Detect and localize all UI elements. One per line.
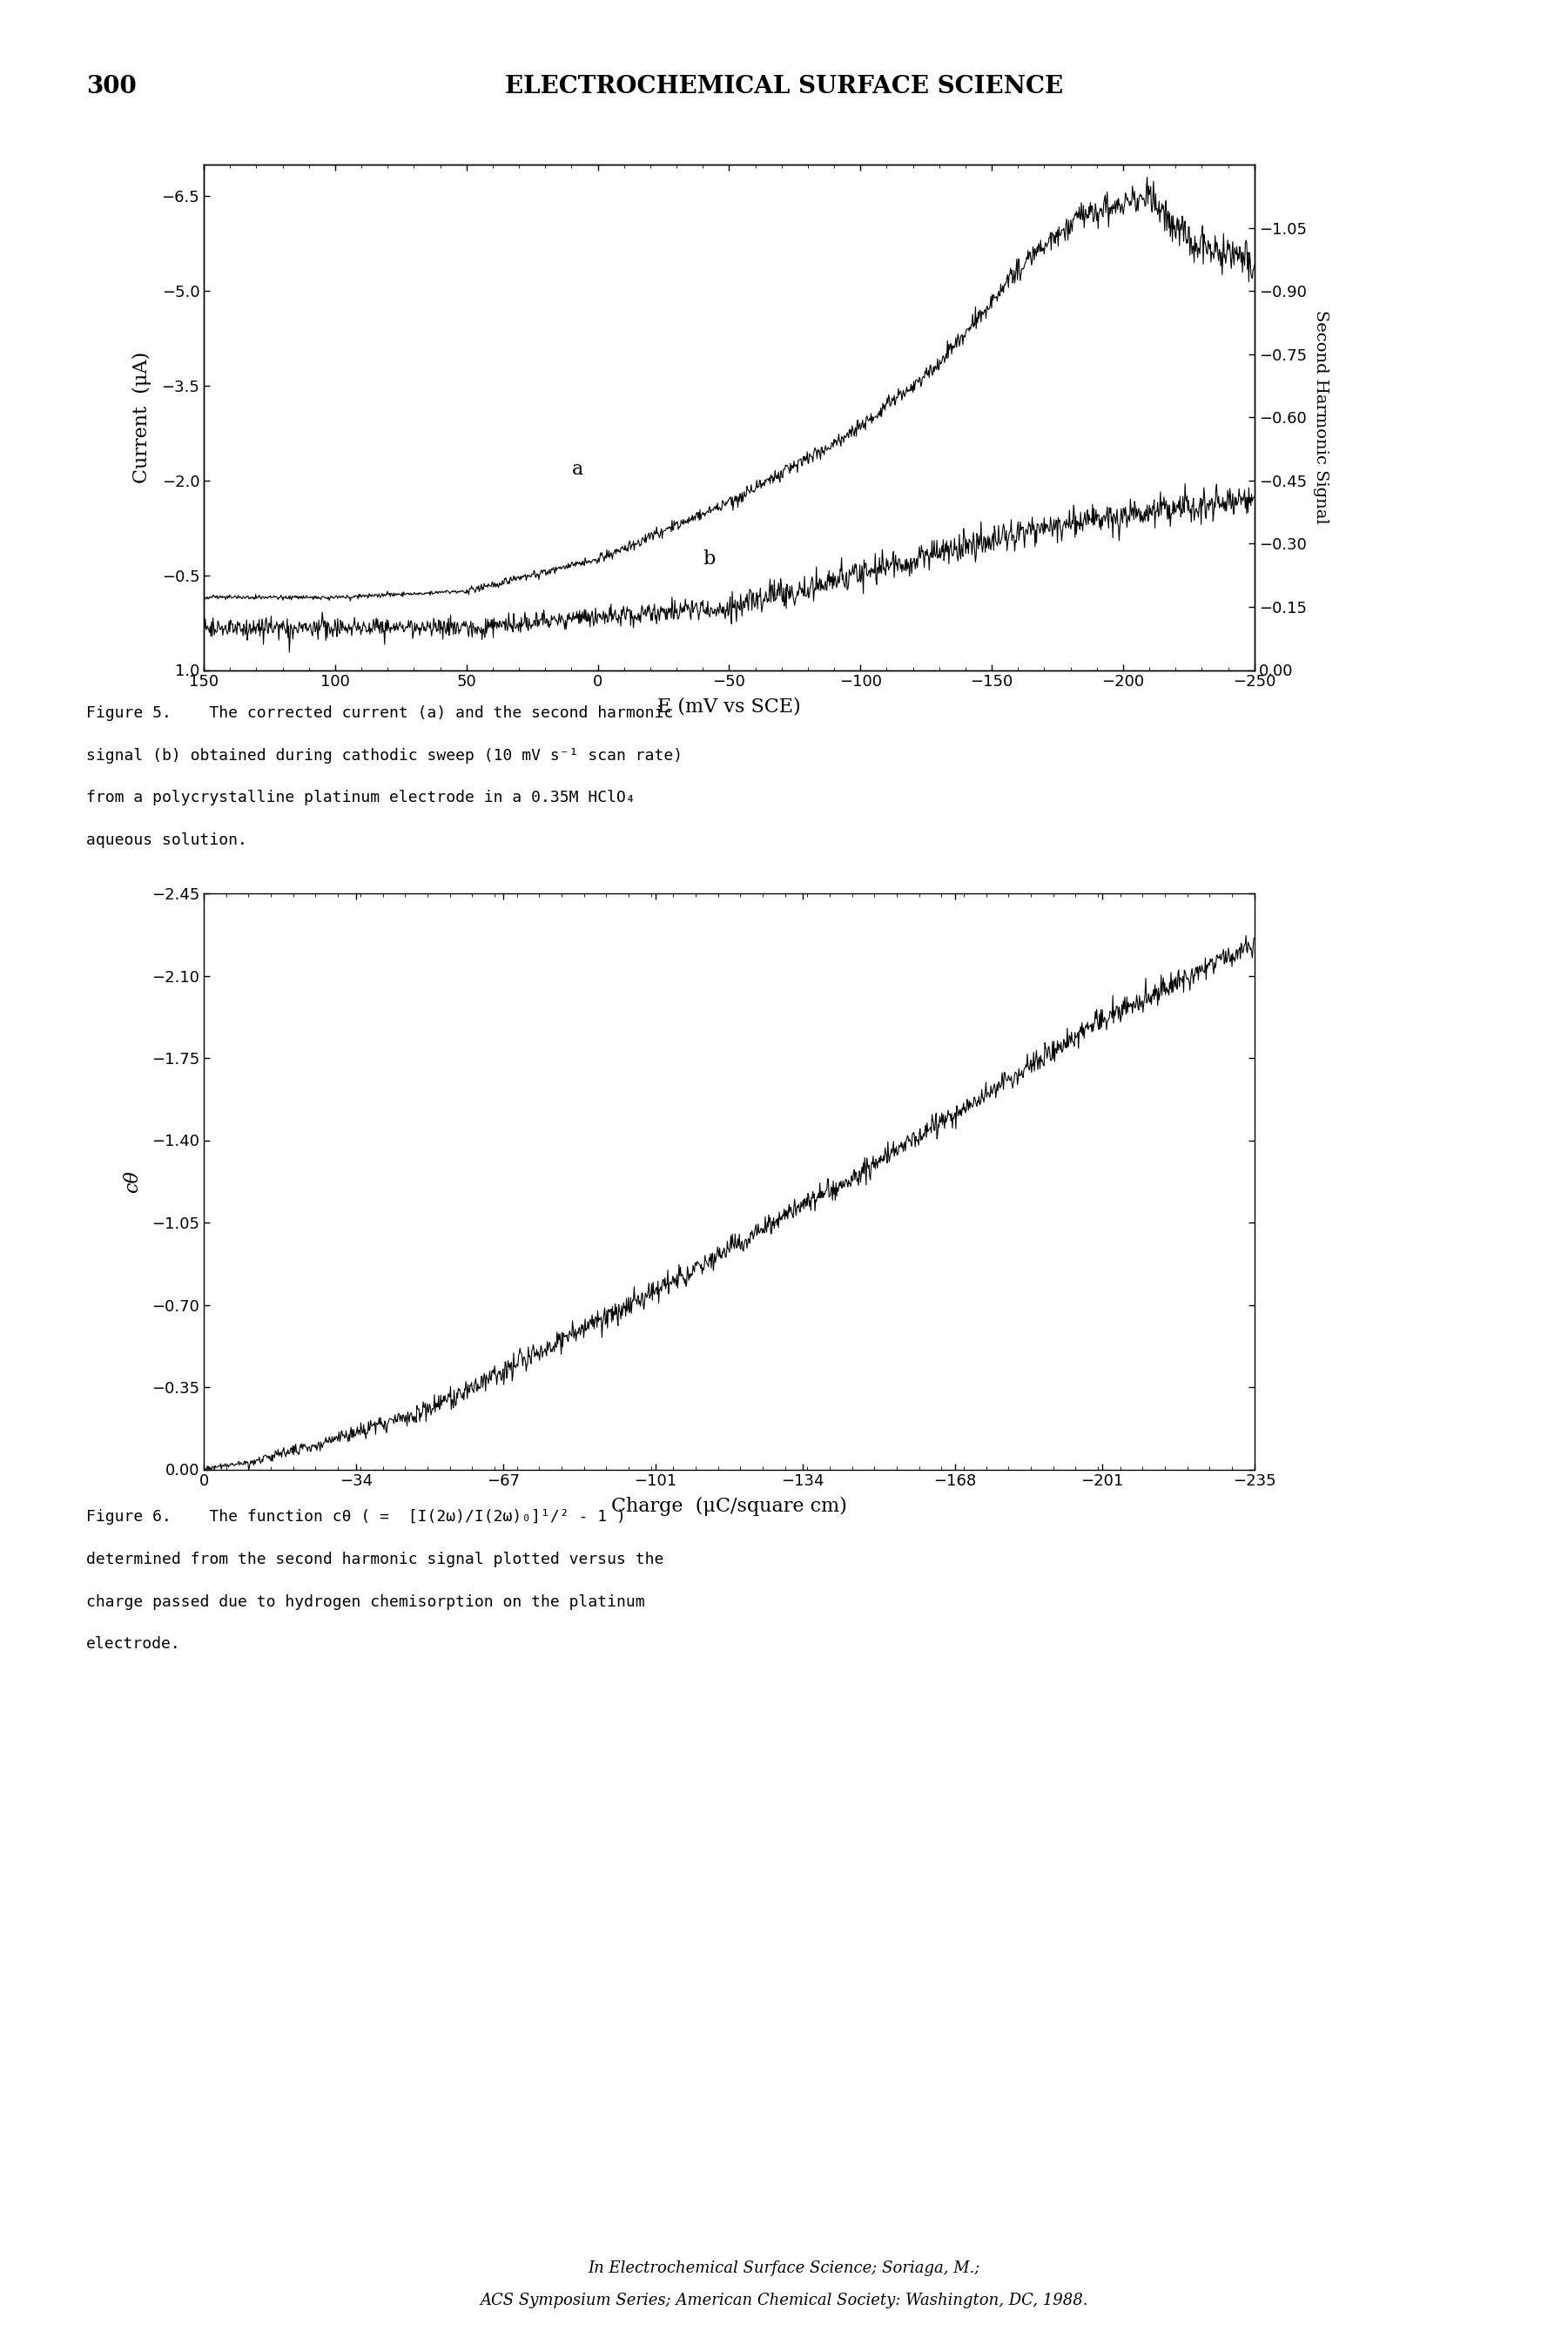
Text: charge passed due to hydrogen chemisorption on the platinum: charge passed due to hydrogen chemisorpt… bbox=[86, 1594, 644, 1610]
Text: ACS Symposium Series; American Chemical Society: Washington, DC, 1988.: ACS Symposium Series; American Chemical … bbox=[480, 2292, 1088, 2309]
Text: ELECTROCHEMICAL SURFACE SCIENCE: ELECTROCHEMICAL SURFACE SCIENCE bbox=[505, 75, 1063, 99]
Text: In Electrochemical Surface Science; Soriaga, M.;: In Electrochemical Surface Science; Sori… bbox=[588, 2259, 980, 2276]
Text: Figure 5.    The corrected current (a) and the second harmonic: Figure 5. The corrected current (a) and … bbox=[86, 705, 673, 722]
X-axis label: Charge  (μC/square cm): Charge (μC/square cm) bbox=[612, 1498, 847, 1516]
Text: from a polycrystalline platinum electrode in a 0.35M HClO₄: from a polycrystalline platinum electrod… bbox=[86, 790, 635, 806]
Y-axis label: Second Harmonic Signal: Second Harmonic Signal bbox=[1312, 310, 1328, 524]
Y-axis label: Current  (μA): Current (μA) bbox=[133, 350, 152, 484]
Text: signal (b) obtained during cathodic sweep (10 mV s⁻¹ scan rate): signal (b) obtained during cathodic swee… bbox=[86, 748, 682, 764]
Text: Figure 6.    The function cθ ( =  [I(2ω)/I(2ω)₀]¹/² - 1 ): Figure 6. The function cθ ( = [I(2ω)/I(2… bbox=[86, 1509, 626, 1526]
Text: aqueous solution.: aqueous solution. bbox=[86, 832, 248, 849]
Text: a: a bbox=[571, 458, 583, 480]
Text: determined from the second harmonic signal plotted versus the: determined from the second harmonic sign… bbox=[86, 1552, 663, 1568]
Text: electrode.: electrode. bbox=[86, 1636, 180, 1653]
Y-axis label: cθ: cθ bbox=[122, 1171, 141, 1192]
Text: b: b bbox=[702, 550, 715, 569]
X-axis label: E (mV vs SCE): E (mV vs SCE) bbox=[657, 698, 801, 717]
Text: 300: 300 bbox=[86, 75, 136, 99]
